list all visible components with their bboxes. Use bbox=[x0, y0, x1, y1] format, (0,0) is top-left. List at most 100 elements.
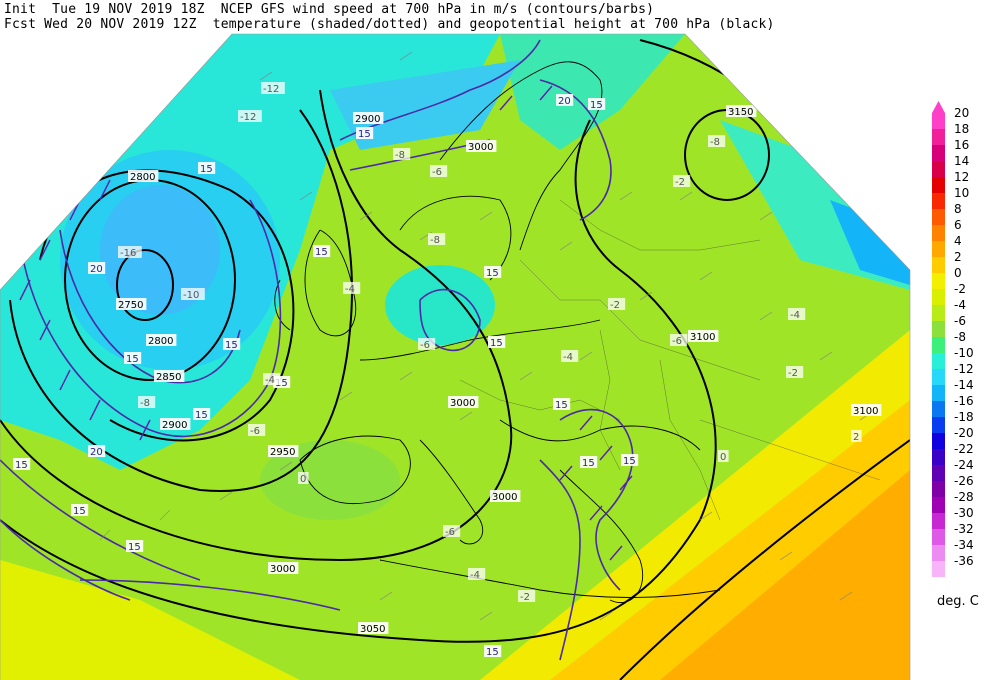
height-label-background bbox=[358, 622, 389, 634]
legend-swatch bbox=[932, 225, 945, 241]
header-line-init: Init Tue 19 NOV 2019 18Z NCEP GFS wind s… bbox=[4, 2, 655, 17]
temperature-label-background bbox=[561, 350, 579, 362]
wind-speed-label-background bbox=[223, 338, 241, 350]
legend-label: -20 bbox=[954, 426, 974, 440]
temperature-zone-very-cold bbox=[100, 185, 220, 315]
height-label: 2800 bbox=[148, 336, 173, 347]
height-label: 3100 bbox=[853, 406, 878, 417]
height-labels: 2800 2750 2800 2850 2900 2950 3000 3050 3000 3000… bbox=[116, 105, 882, 635]
temperature-label: -4 bbox=[563, 352, 573, 363]
temperature-label-background bbox=[786, 366, 804, 378]
temperature-label-background bbox=[718, 450, 729, 462]
height-label-background bbox=[160, 418, 191, 430]
temperature-label-background bbox=[138, 396, 156, 408]
coastlines bbox=[274, 61, 721, 604]
country-borders bbox=[459, 199, 881, 521]
height-label: 3000 bbox=[492, 492, 517, 503]
wind-speed-label: 15 bbox=[275, 378, 288, 389]
temperature-label-background bbox=[428, 233, 446, 245]
wind-speed-label-background bbox=[88, 445, 106, 457]
temperature-label-background bbox=[673, 175, 691, 187]
temperature-label: 2 bbox=[853, 432, 859, 443]
legend-swatch bbox=[932, 305, 945, 321]
wind-speed-label: 15 bbox=[225, 340, 238, 351]
temperature-zone-colder-east bbox=[830, 200, 910, 285]
wind-speed-label: 15 bbox=[582, 458, 595, 469]
wind-speed-label-background bbox=[488, 336, 506, 348]
temperature-label-background bbox=[443, 525, 461, 537]
legend-swatch bbox=[932, 177, 945, 193]
legend-swatch bbox=[932, 353, 945, 369]
legend-label: -10 bbox=[954, 346, 974, 360]
wind-speed-label: 15 bbox=[623, 456, 636, 467]
temperature-zone-4 bbox=[660, 470, 910, 680]
wind-speed-label: 15 bbox=[358, 129, 371, 140]
legend-label: 0 bbox=[954, 266, 962, 280]
temperature-label: -8 bbox=[710, 137, 720, 148]
temperature-label-background bbox=[418, 338, 436, 350]
wind-speed-label-background bbox=[588, 98, 606, 110]
legend-label: 6 bbox=[954, 218, 962, 232]
temperature-label-background bbox=[181, 288, 205, 300]
temperature-label-background bbox=[248, 424, 266, 436]
temperature-label-background bbox=[670, 334, 688, 346]
temperature-label: -4 bbox=[790, 310, 800, 321]
legend-label: -36 bbox=[954, 554, 974, 568]
temperature-label-background bbox=[118, 246, 142, 258]
wind-speed-label: 15 bbox=[490, 338, 503, 349]
legend-swatch bbox=[932, 321, 945, 337]
height-label-background bbox=[154, 370, 185, 382]
legend-swatch bbox=[932, 129, 945, 145]
height-label-background bbox=[128, 170, 159, 182]
legend-label: 10 bbox=[954, 186, 969, 200]
temperature-label-background bbox=[468, 568, 486, 580]
height-label-background bbox=[353, 112, 384, 124]
legend-swatch bbox=[932, 209, 945, 225]
wind-speed-label: 15 bbox=[15, 460, 28, 471]
temperature-label: 0 bbox=[720, 452, 726, 463]
wind-speed-label: 15 bbox=[73, 506, 86, 517]
height-label-background bbox=[726, 105, 757, 117]
height-label: 2900 bbox=[355, 114, 380, 125]
temperature-label-background bbox=[393, 148, 411, 160]
temperature-label: -8 bbox=[140, 398, 150, 409]
height-label: 2850 bbox=[156, 372, 181, 383]
temperature-label-background bbox=[238, 110, 262, 122]
legend-swatch bbox=[932, 385, 945, 401]
legend-label: -32 bbox=[954, 522, 974, 536]
wind-speed-label-background bbox=[580, 456, 598, 468]
wind-speed-label-background bbox=[313, 245, 331, 257]
wind-speed-label: 15 bbox=[126, 354, 139, 365]
legend-label: -22 bbox=[954, 442, 974, 456]
legend-label: 20 bbox=[954, 106, 969, 120]
wind-speed-label-background bbox=[484, 645, 502, 657]
height-label: 2750 bbox=[118, 300, 143, 311]
temperature-label: -10 bbox=[183, 290, 199, 301]
legend-swatch bbox=[932, 465, 945, 481]
height-contours bbox=[0, 39, 910, 680]
wind-speed-label: 20 bbox=[90, 264, 103, 275]
height-label: 2950 bbox=[270, 447, 295, 458]
wind-speed-label: 15 bbox=[486, 268, 499, 279]
wind-speed-label-background bbox=[88, 262, 106, 274]
legend-swatch bbox=[932, 529, 945, 545]
height-label: 2800 bbox=[130, 172, 155, 183]
temperature-label: -2 bbox=[610, 300, 620, 311]
temperature-label: -4 bbox=[345, 284, 355, 295]
map-outline bbox=[0, 33, 911, 680]
height-label: 2900 bbox=[162, 420, 187, 431]
legend-swatch bbox=[932, 497, 945, 513]
legend-swatch bbox=[932, 113, 945, 129]
legend-label: -12 bbox=[954, 362, 974, 376]
height-label: 3000 bbox=[450, 398, 475, 409]
legend-swatch bbox=[932, 545, 945, 561]
legend-label: 8 bbox=[954, 202, 962, 216]
legend-label: 12 bbox=[954, 170, 969, 184]
wind-speed-label: 15 bbox=[200, 164, 213, 175]
legend-swatch bbox=[932, 289, 945, 305]
temperature-label: -6 bbox=[672, 336, 682, 347]
height-label-background bbox=[448, 396, 479, 408]
legend-label: 4 bbox=[954, 234, 962, 248]
temperature-label: -6 bbox=[420, 340, 430, 351]
